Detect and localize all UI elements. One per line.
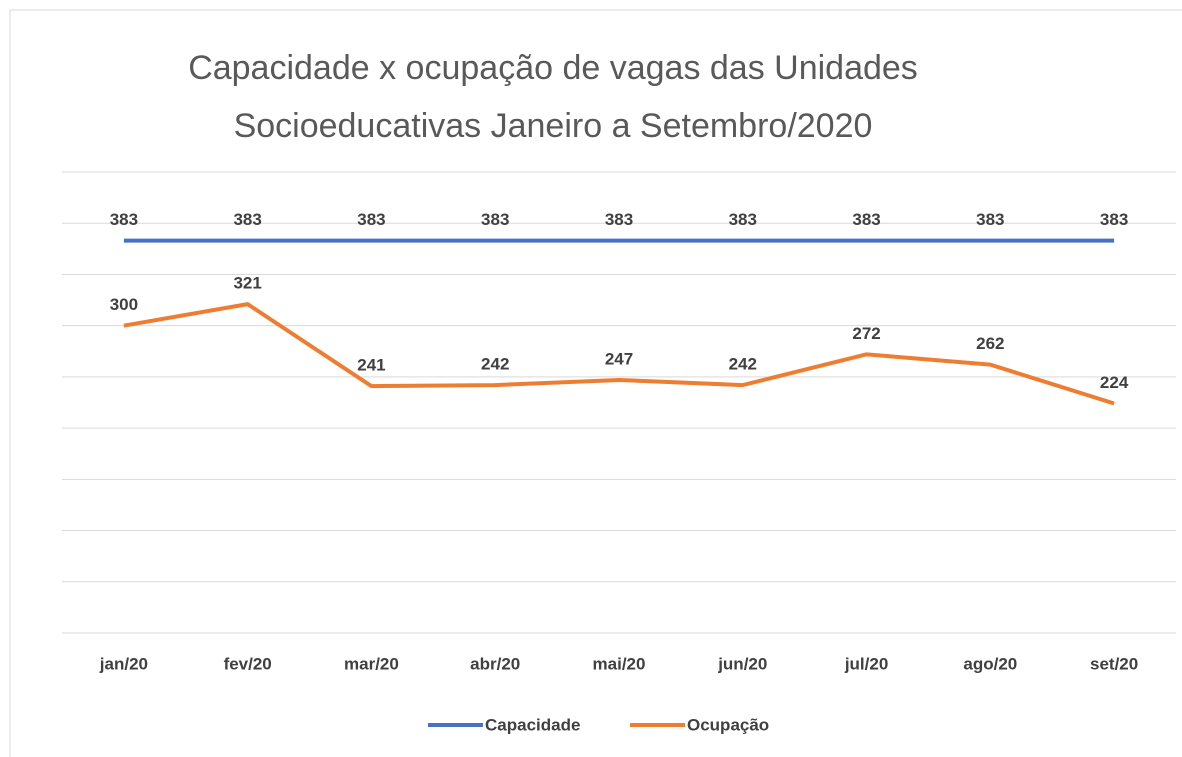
x-tick-label: jul/20: [844, 654, 888, 673]
data-label: 383: [110, 210, 138, 229]
data-label: 262: [976, 334, 1004, 353]
data-label: 241: [357, 356, 385, 375]
data-label: 383: [357, 210, 385, 229]
x-tick-label: jan/20: [99, 654, 148, 673]
data-label: 247: [605, 349, 633, 368]
data-label: 272: [852, 324, 880, 343]
legend-label: Ocupação: [687, 715, 769, 734]
x-tick-label: mai/20: [593, 654, 646, 673]
x-tick-label: abr/20: [470, 654, 520, 673]
data-label: 224: [1100, 373, 1129, 392]
data-label: 321: [233, 274, 261, 293]
data-label: 383: [233, 210, 261, 229]
data-label: 242: [729, 355, 757, 374]
x-tick-label: fev/20: [224, 654, 272, 673]
data-label: 242: [481, 355, 509, 374]
data-label: 383: [729, 210, 757, 229]
data-label: 300: [110, 295, 138, 314]
chart-title: Socioeducativas Janeiro a Setembro/2020: [234, 107, 873, 145]
chart-title: Capacidade x ocupação de vagas das Unida…: [188, 49, 918, 87]
data-label: 383: [481, 210, 509, 229]
data-label: 383: [1100, 210, 1128, 229]
data-label: 383: [976, 210, 1004, 229]
series-line: [123, 302, 1115, 406]
legend-label: Capacidade: [485, 715, 580, 734]
x-tick-label: mar/20: [344, 654, 399, 673]
x-tick-label: set/20: [1090, 654, 1138, 673]
x-tick-label: jun/20: [717, 654, 767, 673]
x-tick-label: ago/20: [963, 654, 1017, 673]
data-label: 383: [852, 210, 880, 229]
data-label: 383: [605, 210, 633, 229]
